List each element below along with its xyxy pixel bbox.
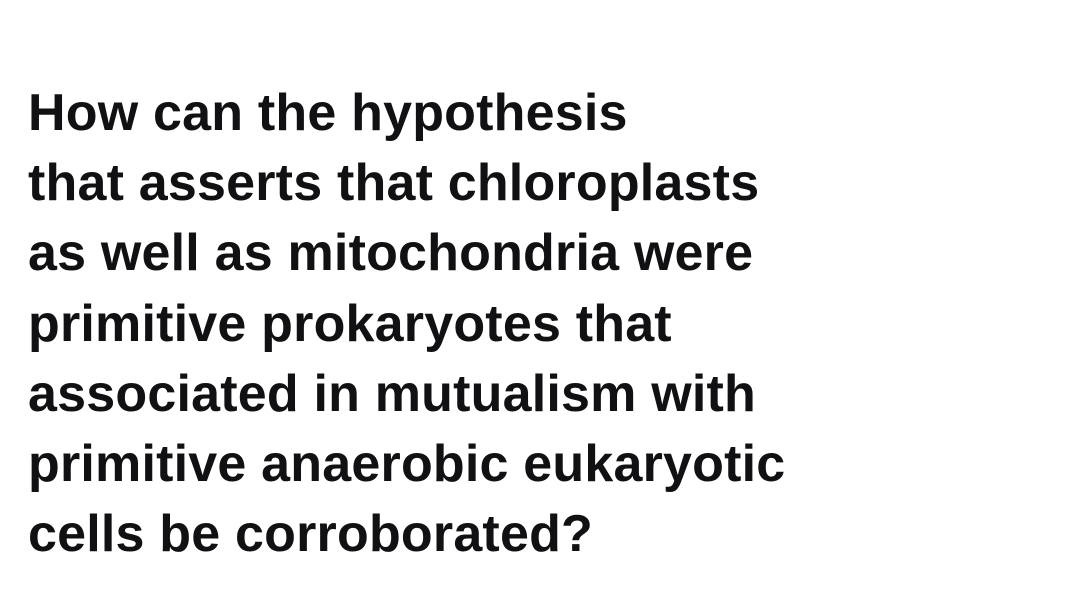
question-text: How can the hypothesis that asserts that… <box>28 78 1062 569</box>
page: How can the hypothesis that asserts that… <box>0 0 1080 615</box>
